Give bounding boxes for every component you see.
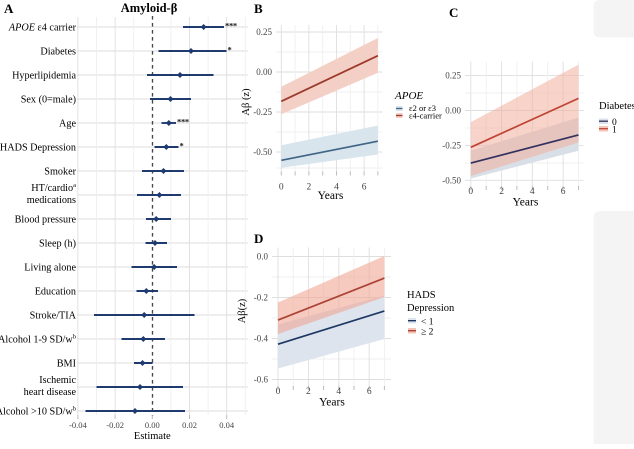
- svg-text:***: ***: [225, 21, 237, 31]
- svg-text:Aβ(z): Aβ(z): [237, 298, 248, 323]
- svg-text:-0.25: -0.25: [253, 107, 272, 117]
- svg-text:A: A: [4, 1, 14, 16]
- svg-text:Diabetes: Diabetes: [599, 101, 634, 112]
- svg-text:0.04: 0.04: [219, 420, 235, 430]
- svg-text:Amyloid-β: Amyloid-β: [121, 1, 178, 15]
- svg-text:4: 4: [530, 187, 535, 197]
- svg-text:4: 4: [334, 183, 339, 193]
- svg-text:6: 6: [362, 183, 367, 193]
- svg-text:Years: Years: [513, 197, 539, 209]
- svg-text:0.25: 0.25: [256, 27, 272, 37]
- svg-text:-0.25: -0.25: [442, 140, 461, 150]
- svg-text:Alcohol 1-9 SD/wb: Alcohol 1-9 SD/wb: [0, 334, 76, 346]
- svg-text:0: 0: [279, 183, 284, 193]
- svg-text:Sleep (h): Sleep (h): [39, 239, 76, 250]
- svg-text:Sex (0=male): Sex (0=male): [21, 95, 76, 106]
- svg-text:-0.02: -0.02: [106, 420, 124, 430]
- svg-text:Aβ (z): Aβ (z): [241, 88, 252, 116]
- svg-text:APOE: APOE: [394, 90, 423, 102]
- svg-text:-0.50: -0.50: [442, 175, 461, 185]
- svg-text:0: 0: [276, 387, 281, 397]
- svg-text:4: 4: [336, 387, 341, 397]
- svg-text:*: *: [180, 141, 184, 151]
- svg-text:0.02: 0.02: [182, 420, 197, 430]
- svg-text:medications: medications: [27, 195, 76, 206]
- svg-text:1: 1: [612, 126, 617, 136]
- svg-text:Estimate: Estimate: [134, 431, 171, 442]
- svg-text:0.00: 0.00: [256, 67, 272, 77]
- svg-text:2: 2: [499, 187, 504, 197]
- svg-text:Stroke/TIA: Stroke/TIA: [30, 311, 77, 322]
- svg-text:Depression: Depression: [407, 303, 455, 314]
- svg-text:0.0: 0.0: [257, 252, 269, 262]
- svg-text:HADS: HADS: [407, 290, 436, 301]
- svg-text:6: 6: [561, 187, 566, 197]
- svg-text:Age: Age: [59, 119, 76, 130]
- svg-text:heart disease: heart disease: [24, 387, 77, 398]
- svg-text:D: D: [254, 231, 263, 246]
- svg-text:0: 0: [612, 118, 617, 128]
- svg-text:Smoker: Smoker: [44, 167, 76, 178]
- svg-text:-0.2: -0.2: [254, 293, 268, 303]
- svg-text:≥ 2: ≥ 2: [421, 328, 434, 338]
- svg-text:-0.04: -0.04: [69, 420, 87, 430]
- svg-text:Education: Education: [35, 287, 76, 298]
- svg-text:2: 2: [307, 183, 312, 193]
- svg-text:HADS Depression: HADS Depression: [0, 143, 76, 154]
- svg-text:*: *: [228, 45, 232, 55]
- svg-text:< 1: < 1: [421, 318, 434, 328]
- svg-text:ε2 or ε3: ε2 or ε3: [409, 103, 436, 113]
- svg-text:-0.50: -0.50: [253, 147, 272, 157]
- svg-text:HT/cardioa: HT/cardioa: [31, 182, 76, 194]
- svg-text:ε4-carrier: ε4-carrier: [409, 111, 442, 121]
- svg-text:Ischemic: Ischemic: [39, 375, 76, 386]
- svg-text:Diabetes: Diabetes: [40, 47, 76, 58]
- svg-text:-0.4: -0.4: [254, 334, 269, 344]
- svg-text:0.00: 0.00: [445, 106, 461, 116]
- svg-text:Hyperlipidemia: Hyperlipidemia: [12, 71, 76, 82]
- svg-text:C: C: [449, 5, 458, 20]
- svg-text:Living alone: Living alone: [24, 263, 76, 274]
- svg-text:0.25: 0.25: [445, 70, 461, 80]
- svg-text:APOE ε4 carrier: APOE ε4 carrier: [8, 23, 77, 34]
- svg-text:BMI: BMI: [57, 359, 77, 370]
- svg-text:Blood pressure: Blood pressure: [15, 215, 77, 226]
- svg-text:Years: Years: [318, 190, 344, 202]
- svg-text:-0.6: -0.6: [254, 375, 269, 385]
- svg-text:0: 0: [468, 187, 473, 197]
- svg-text:0.00: 0.00: [145, 420, 160, 430]
- svg-text:Alcohol >10 SD/wb: Alcohol >10 SD/wb: [0, 406, 76, 418]
- svg-text:2: 2: [306, 387, 311, 397]
- svg-text:Years: Years: [319, 397, 345, 409]
- svg-text:6: 6: [367, 387, 372, 397]
- svg-text:B: B: [254, 1, 263, 16]
- svg-text:***: ***: [177, 117, 189, 127]
